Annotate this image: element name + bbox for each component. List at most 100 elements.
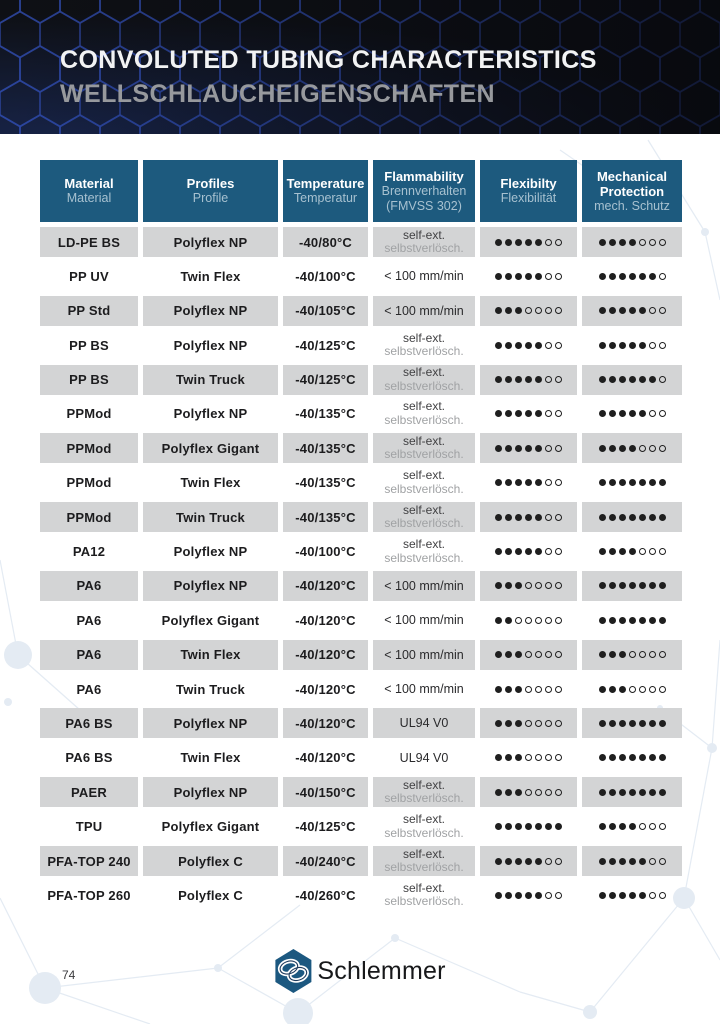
- cell-temperature: -40/135°C: [283, 502, 368, 533]
- rating-dot: [525, 479, 532, 487]
- header-sublabel: mech. Schutz: [594, 198, 670, 213]
- cell-mechanical-protection: [582, 846, 682, 877]
- flexibility-rating: [495, 376, 562, 384]
- rating-dot: [648, 479, 656, 487]
- cell-mechanical-protection: [582, 399, 682, 429]
- rating-dot: [628, 616, 636, 624]
- rating-dot: [658, 272, 666, 280]
- rating-dot: [535, 719, 542, 727]
- profile-label: Twin Truck: [176, 509, 245, 525]
- rating-dot: [495, 788, 502, 796]
- rating-dot: [638, 582, 646, 590]
- profile-label: Polyflex NP: [173, 406, 248, 422]
- rating-dot: [638, 479, 646, 487]
- header-cell: Mechanical Protection mech. Schutz: [582, 160, 682, 222]
- rating-dot: [628, 238, 636, 246]
- cell-profile: Polyflex NP: [143, 399, 278, 429]
- rating-dot: [555, 410, 562, 418]
- cell-flexibility: [480, 777, 577, 808]
- rating-dot: [598, 513, 606, 521]
- rating-dot: [648, 823, 656, 831]
- rating-dot: [618, 788, 626, 796]
- rating-dot: [505, 376, 512, 384]
- rating-dot: [555, 479, 562, 487]
- rating-dot: [495, 891, 502, 899]
- material-label: PA6: [76, 681, 102, 697]
- rating-dot: [608, 238, 616, 246]
- temperature-value: -40/120°C: [295, 715, 356, 731]
- rating-dot: [628, 479, 636, 487]
- cell-material: PA6 BS: [40, 743, 138, 773]
- temperature-value: -40/135°C: [295, 475, 356, 491]
- cell-flammability: self-ext. selbstverlösch.: [373, 364, 475, 395]
- profile-label: Twin Flex: [180, 647, 241, 663]
- rating-dot: [525, 823, 532, 831]
- rating-dot: [535, 444, 542, 452]
- rating-dot: [648, 513, 656, 521]
- rating-dot: [555, 444, 562, 452]
- cell-material: PP Std: [40, 295, 138, 326]
- rating-dot: [628, 685, 636, 693]
- flammability-value: UL94 V0: [399, 716, 449, 731]
- rating-dot: [535, 548, 542, 556]
- table-row: PPMod Polyflex Gigant -40/135°C self-ext. se…: [40, 433, 682, 464]
- rating-dot: [648, 548, 656, 556]
- table-row: PPMod Twin Flex -40/135°C self-ext. selbstve…: [40, 468, 682, 498]
- rating-dot: [658, 754, 666, 762]
- table-row: PA6 Twin Truck -40/120°C < 100 mm/min: [40, 674, 682, 704]
- rating-dot: [648, 444, 656, 452]
- cell-temperature: -40/135°C: [283, 399, 368, 429]
- rating-dot: [658, 719, 666, 727]
- header-label: Temperature: [286, 176, 365, 191]
- temperature-value: -40/100°C: [295, 268, 356, 284]
- header-sublabel: (FMVSS 302): [386, 198, 462, 213]
- rating-dot: [525, 513, 532, 521]
- cell-flammability: self-ext. selbstverlösch.: [373, 330, 475, 360]
- rating-dot: [545, 272, 552, 280]
- header-sublabel: Temperatur: [293, 191, 358, 205]
- temperature-value: -40/135°C: [295, 509, 356, 525]
- rating-dot: [515, 376, 522, 384]
- table-row: PA6 Twin Flex -40/120°C < 100 mm/min: [40, 639, 682, 670]
- rating-dot: [618, 376, 626, 384]
- rating-dot: [598, 376, 606, 384]
- rating-dot: [598, 479, 606, 487]
- rating-dot: [618, 616, 626, 624]
- flexibility-rating: [495, 857, 562, 865]
- cell-flammability: < 100 mm/min: [373, 674, 475, 704]
- rating-dot: [555, 341, 562, 349]
- table-row: PA6 BS Twin Flex -40/120°C UL94 V0: [40, 743, 682, 773]
- rating-dot: [505, 341, 512, 349]
- cell-material: PAER: [40, 777, 138, 808]
- rating-dot: [505, 238, 512, 246]
- flexibility-rating: [495, 651, 562, 659]
- cell-mechanical-protection: [582, 433, 682, 464]
- material-label: PPMod: [66, 440, 112, 456]
- rating-dot: [638, 238, 646, 246]
- rating-dot: [525, 307, 532, 315]
- profile-label: Polyflex NP: [173, 337, 248, 353]
- cell-flammability: self-ext. selbstverlösch.: [373, 812, 475, 842]
- rating-dot: [658, 444, 666, 452]
- rating-dot: [545, 685, 552, 693]
- rating-dot: [608, 788, 616, 796]
- table-row: PP BS Polyflex NP -40/125°C self-ext. selbst…: [40, 330, 682, 360]
- rating-dot: [555, 582, 562, 590]
- temperature-value: -40/125°C: [295, 819, 356, 835]
- cell-profile: Polyflex C: [143, 880, 278, 910]
- temperature-value: -40/135°C: [295, 406, 356, 422]
- rating-dot: [505, 754, 512, 762]
- hexagon-pattern-decoration: [0, 0, 720, 134]
- cell-mechanical-protection: [582, 812, 682, 842]
- cell-mechanical-protection: [582, 537, 682, 567]
- rating-dot: [608, 513, 616, 521]
- cell-temperature: -40/260°C: [283, 880, 368, 910]
- cell-temperature: -40/100°C: [283, 537, 368, 567]
- rating-dot: [598, 754, 606, 762]
- flexibility-rating: [495, 341, 562, 349]
- cell-profile: Twin Truck: [143, 674, 278, 704]
- profile-label: Twin Flex: [180, 268, 241, 284]
- rating-dot: [628, 444, 636, 452]
- rating-dot: [598, 548, 606, 556]
- rating-dot: [545, 582, 552, 590]
